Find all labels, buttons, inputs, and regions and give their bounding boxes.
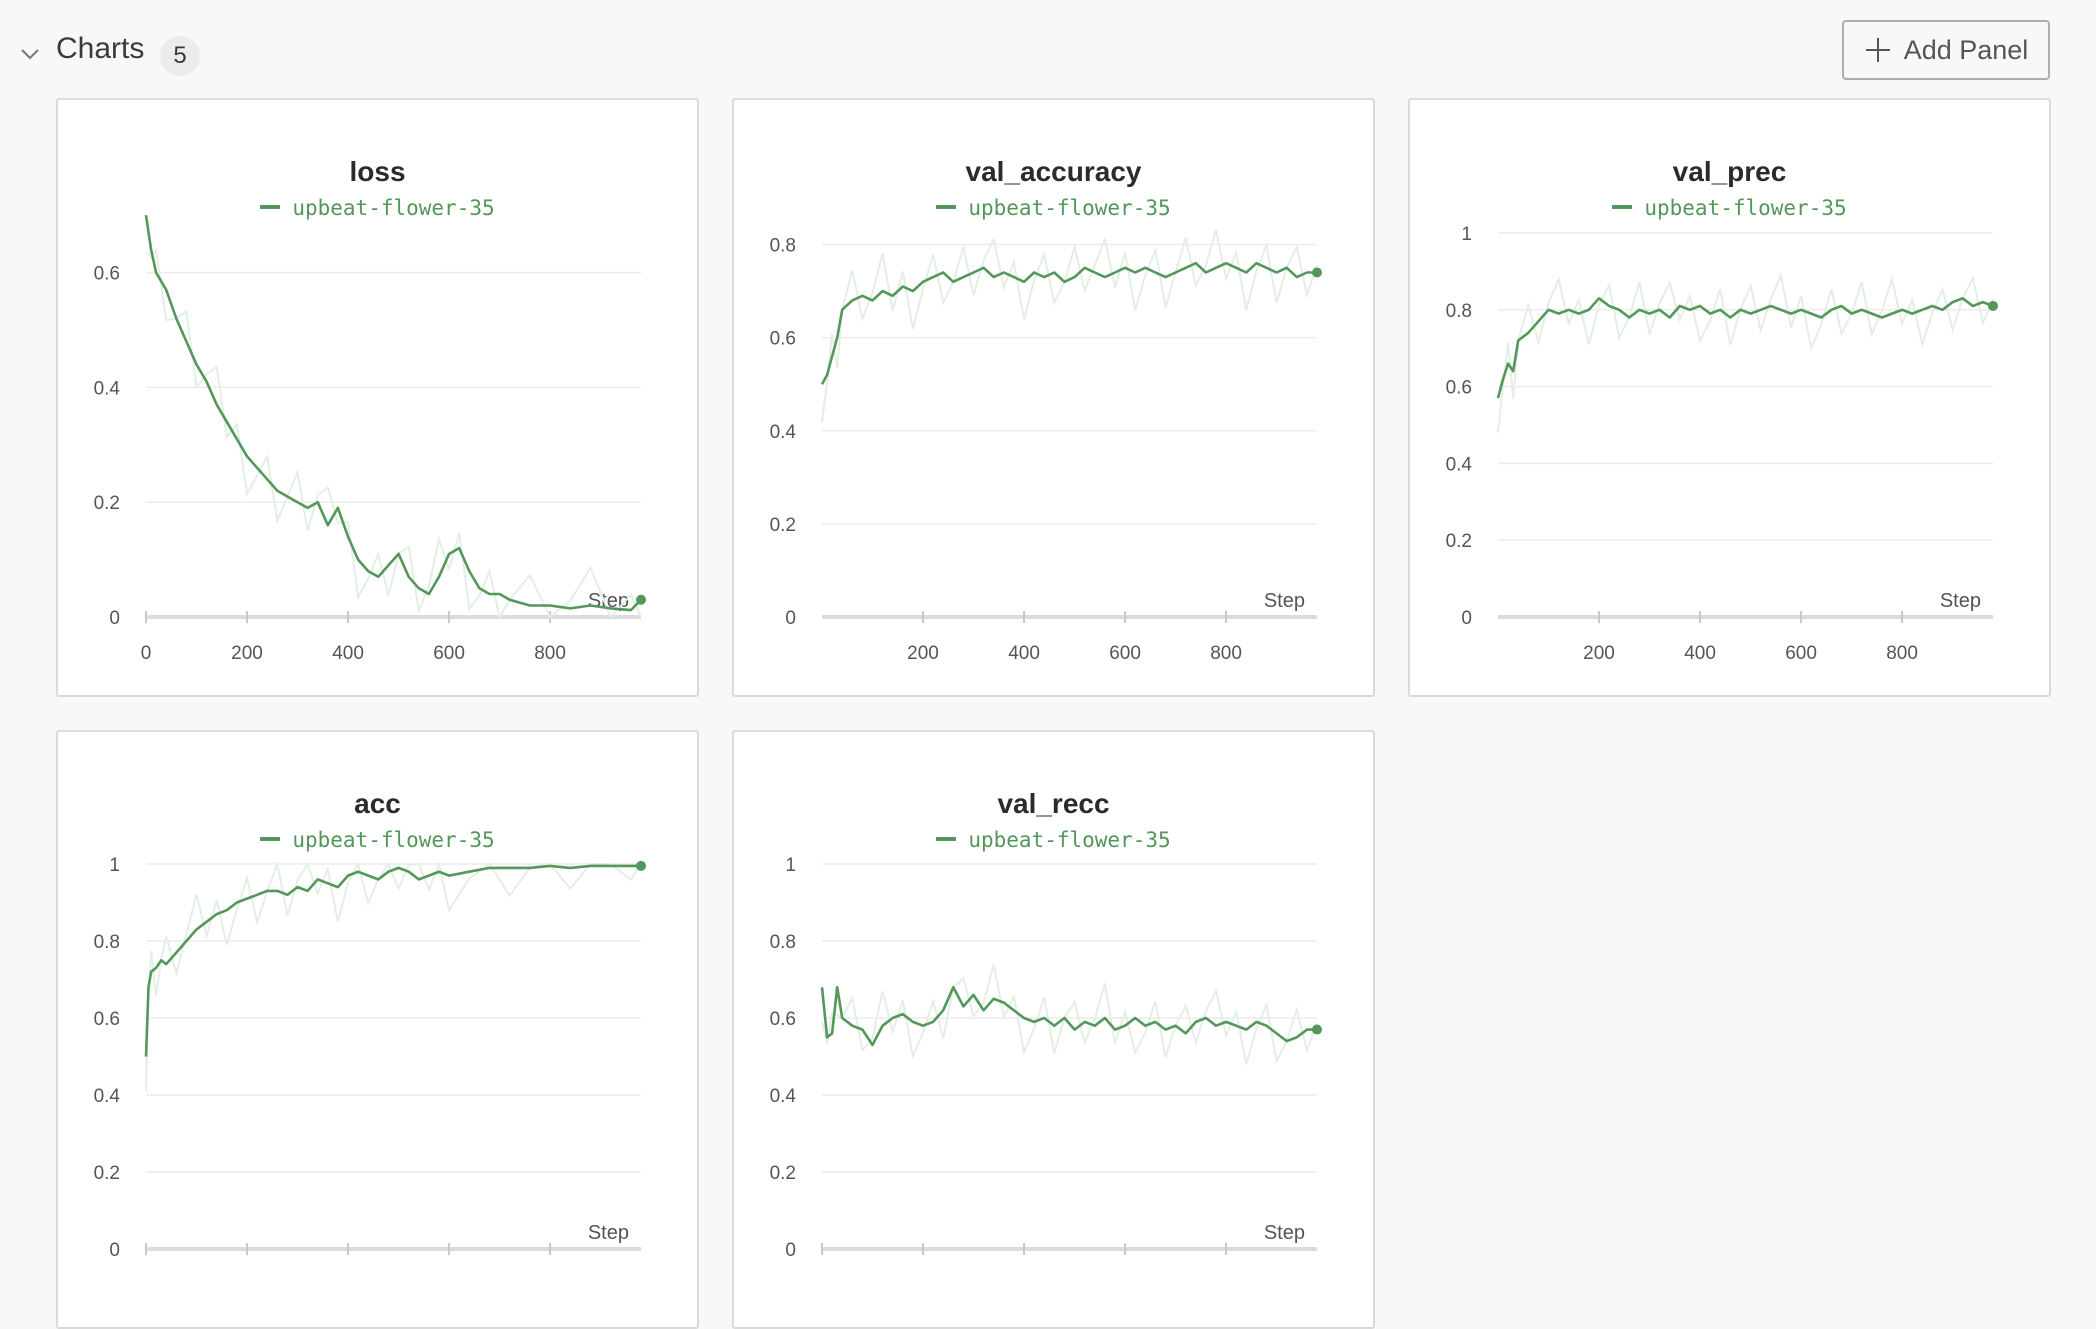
x-tick-label: 200	[231, 643, 263, 664]
y-tick-label: 0.2	[94, 1163, 120, 1184]
series-end-marker	[1312, 1024, 1322, 1035]
y-tick-label: 0.4	[1446, 454, 1473, 475]
chart-title: val_accuracy	[965, 156, 1142, 187]
y-tick-label: 0.6	[770, 329, 796, 350]
y-tick-label: 0	[109, 1240, 120, 1261]
legend-swatch	[936, 837, 957, 841]
y-tick-label: 0.2	[94, 493, 120, 514]
chart-plot[interactable]: 0 0.2 0.4 0.6 0.8 1 Step	[734, 732, 1373, 1327]
chart-panel-val-prec[interactable]: val_prec upbeat-flower-35 0 0.2 0.4 0.6 0.8 1…	[1408, 98, 2051, 697]
x-axis-label: Step	[1264, 1222, 1305, 1244]
x-axis-label: Step	[588, 1222, 629, 1244]
y-tick-label: 0.4	[770, 1086, 797, 1107]
series-line	[820, 261, 1317, 385]
series-line	[820, 985, 1317, 1047]
legend-run-name[interactable]: upbeat-flower-35	[292, 828, 495, 852]
legend-swatch	[1612, 205, 1633, 209]
chart-panel-val-accuracy[interactable]: val_accuracy upbeat-flower-35 0 0.2 0.4 0.6…	[732, 98, 1375, 697]
chart-legend: upbeat-flower-35	[734, 196, 1373, 220]
y-tick-label: 0.2	[770, 515, 796, 536]
chart-plot[interactable]: 0 0.2 0.4 0.6 0.8 1 Step	[58, 732, 697, 1327]
series-end-marker	[636, 594, 646, 605]
chart-panel-loss[interactable]: loss upbeat-flower-35 0 0.2 0.4 0.6 0 200 400 6…	[56, 98, 699, 697]
x-tick-label: 200	[1583, 643, 1615, 664]
chart-legend: upbeat-flower-35	[734, 828, 1373, 852]
chart-title: loss	[349, 156, 406, 187]
y-tick-label: 0	[109, 608, 120, 629]
series-raw-line	[821, 963, 1318, 1065]
y-tick-label: 0.4	[770, 422, 797, 443]
series-line	[144, 864, 641, 1057]
chart-legend: upbeat-flower-35	[58, 196, 697, 220]
x-tick-label: 800	[1886, 643, 1918, 664]
y-tick-label: 1	[109, 855, 120, 876]
series-line	[144, 215, 642, 612]
x-tick-label: 600	[1109, 643, 1141, 664]
x-tick-label: 200	[907, 643, 939, 664]
chart-title: val_prec	[1672, 156, 1787, 187]
section-title[interactable]: Charts	[56, 32, 145, 65]
y-tick-label: 0	[785, 1240, 796, 1261]
legend-swatch	[936, 205, 957, 209]
series-raw-line	[1497, 271, 1994, 433]
y-tick-label: 0.6	[94, 264, 120, 285]
y-tick-label: 0.6	[770, 1009, 796, 1030]
y-tick-label: 0.2	[1446, 531, 1472, 552]
chevron-down-icon[interactable]	[20, 44, 40, 64]
charts-section-header: Charts 5 Add Panel	[0, 0, 2096, 100]
chart-title: acc	[354, 788, 401, 819]
add-panel-label: Add Panel	[1903, 34, 2029, 65]
x-axis-label: Step	[1264, 590, 1305, 612]
y-tick-label: 0.8	[94, 932, 120, 953]
x-tick-label: 800	[534, 643, 566, 664]
chart-panel-acc[interactable]: acc upbeat-flower-35 0 0.2 0.4 0.6 0.8 1 Step	[56, 730, 699, 1329]
y-tick-label: 0.8	[770, 932, 796, 953]
chart-legend: upbeat-flower-35	[1410, 196, 2049, 220]
series-end-marker	[1988, 300, 1998, 311]
y-tick-label: 0.6	[94, 1009, 120, 1030]
series-raw-line	[145, 247, 642, 620]
y-tick-label: 0.4	[94, 1086, 121, 1107]
series-raw-line	[821, 229, 1318, 423]
y-tick-label: 0.2	[770, 1163, 796, 1184]
x-tick-label: 0	[141, 643, 152, 664]
y-tick-label: 0	[1461, 608, 1472, 629]
legend-run-name[interactable]: upbeat-flower-35	[968, 196, 1171, 220]
x-axis-label: Step	[1940, 590, 1981, 612]
plus-icon	[1865, 38, 1890, 62]
legend-swatch	[260, 837, 281, 841]
series-raw-line	[145, 860, 642, 1092]
legend-run-name[interactable]: upbeat-flower-35	[1644, 196, 1847, 220]
chart-panel-val-recc[interactable]: val_recc upbeat-flower-35 0 0.2 0.4 0.6 0.8 1…	[732, 730, 1375, 1329]
series-end-marker	[636, 860, 646, 871]
chart-title: val_recc	[997, 788, 1110, 819]
panel-count-badge: 5	[160, 36, 200, 76]
add-panel-button[interactable]: Add Panel	[1842, 20, 2050, 80]
y-tick-label: 1	[1461, 224, 1472, 245]
y-tick-label: 0.6	[1446, 378, 1472, 399]
legend-run-name[interactable]: upbeat-flower-35	[292, 196, 495, 220]
y-tick-label: 0.4	[94, 378, 121, 399]
chart-plot[interactable]: 0 0.2 0.4 0.6 0.8 200 400 600 800 Step	[734, 100, 1373, 695]
x-tick-label: 400	[332, 643, 364, 664]
x-tick-label: 600	[433, 643, 465, 664]
legend-swatch	[260, 205, 281, 209]
x-tick-label: 800	[1210, 643, 1242, 664]
y-tick-label: 0.8	[1446, 301, 1472, 322]
legend-run-name[interactable]: upbeat-flower-35	[968, 828, 1171, 852]
x-tick-label: 600	[1785, 643, 1817, 664]
x-tick-label: 400	[1008, 643, 1040, 664]
y-tick-label: 0.8	[770, 236, 796, 257]
x-tick-label: 400	[1684, 643, 1716, 664]
series-line	[1496, 297, 1994, 399]
y-tick-label: 0	[785, 608, 796, 629]
chart-plot[interactable]: 0 0.2 0.4 0.6 0.8 1 200 400 600 800 Step	[1410, 100, 2049, 695]
y-tick-label: 1	[785, 855, 796, 876]
series-end-marker	[1312, 267, 1322, 278]
chart-legend: upbeat-flower-35	[58, 828, 697, 852]
